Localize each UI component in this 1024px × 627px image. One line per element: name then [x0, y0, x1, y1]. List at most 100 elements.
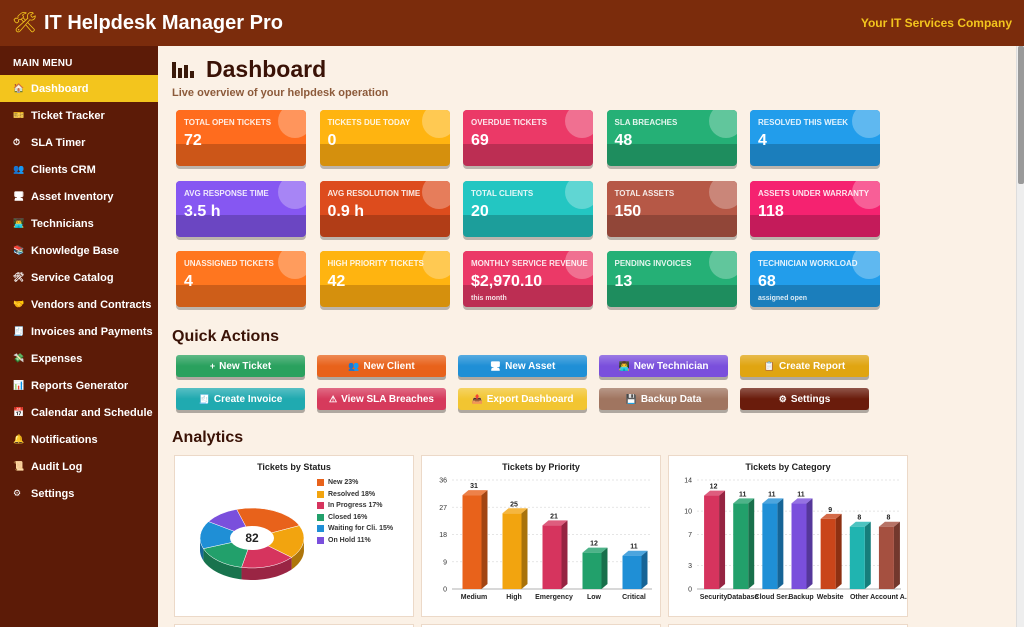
status-pie-chart: 82 — [199, 507, 305, 580]
service-catalog-icon: 🛠 — [13, 272, 25, 282]
kpi-card-avg-resolution-time[interactable]: Avg Resolution Time 0.9 h — [319, 180, 450, 237]
kpi-label: Total Clients — [471, 188, 534, 198]
sidebar-item-vendors-and-contracts[interactable]: 🤝 Vendors and Contracts — [0, 291, 158, 318]
sidebar-item-technicians[interactable]: 👨‍💻 Technicians — [0, 210, 158, 237]
create-report-button[interactable]: 📋 Create Report — [740, 355, 869, 377]
kpi-label: Overdue Tickets — [471, 118, 548, 127]
kpi-card-monthly-service-revenue[interactable]: Monthly Service Revenue $2,970.10 this mon… — [463, 251, 593, 307]
settings-button[interactable]: ⚙ Settings — [740, 388, 869, 410]
bar-top — [820, 513, 842, 519]
sidebar-item-knowledge-base[interactable]: 📚 Knowledge Base — [0, 237, 158, 264]
kpi-card-total-assets[interactable]: Total Assets 150 — [606, 180, 737, 237]
kpi-value: 48 — [614, 132, 633, 149]
kpi-card-tickets-due-today[interactable]: Tickets Due Today 0 — [319, 110, 450, 166]
bar-value-label: 21 — [550, 513, 558, 520]
card-decoration — [852, 251, 880, 279]
create-invoice-button[interactable]: 🧾 Create Invoice — [176, 388, 305, 410]
sidebar-item-calendar-and-schedule[interactable]: 📅 Calendar and Schedule — [0, 399, 158, 426]
kpi-card-sla-breaches[interactable]: SLA Breaches 48 — [606, 110, 737, 166]
sidebar-item-asset-inventory[interactable]: 🖥 Asset Inventory — [0, 183, 158, 210]
kpi-card-assets-under-warranty[interactable]: Assets Under Warranty 118 — [750, 180, 880, 237]
kpi-card-total-clients[interactable]: Total Clients 20 — [463, 180, 593, 237]
sidebar-item-expenses[interactable]: 💸 Expenses — [0, 345, 158, 372]
kpi-note: this month — [471, 295, 507, 302]
expenses-icon: 💸 — [13, 353, 25, 363]
sidebar-item-settings[interactable]: ⚙ Settings — [0, 480, 158, 507]
lower-card — [174, 624, 414, 627]
kpi-card-avg-response-time[interactable]: Avg Response Time 3.5 h — [176, 180, 306, 237]
bar-value-label: 8 — [857, 515, 861, 522]
status-chart-card: Tickets by Status 82 New 23% Resolved 18%… — [174, 455, 414, 617]
kpi-card-total-open-tickets[interactable]: Total Open Tickets 72 — [176, 110, 306, 166]
legend-item-closed: Closed 16% — [317, 512, 393, 524]
bar-other — [849, 526, 865, 589]
bar-backup — [791, 503, 807, 589]
view-sla-breaches-icon: ⚠ — [329, 393, 338, 404]
sidebar-item-audit-log[interactable]: 📜 Audit Log — [0, 453, 158, 480]
sidebar-item-dashboard[interactable]: 🏠 Dashboard — [0, 75, 158, 102]
kpi-card-technician-workload[interactable]: Technician Workload 68 assigned open — [750, 251, 880, 307]
lower-card — [421, 624, 661, 627]
new-technician-button[interactable]: 👨‍💻 New Technician — [599, 355, 728, 377]
sidebar-item-label: Invoices and Payments — [31, 325, 153, 338]
kpi-value: 118 — [758, 202, 784, 220]
legend-label: In Progress 17% — [328, 502, 383, 510]
export-dashboard-button[interactable]: 📤 Export Dashboard — [458, 388, 587, 410]
bar-top — [849, 521, 871, 527]
pie-center-hole — [230, 526, 274, 550]
x-tick-label: Database — [727, 594, 758, 601]
vendors-and-contracts-icon: 🤝 — [13, 299, 25, 309]
lower-card — [668, 624, 908, 627]
button-label: Create Invoice — [213, 393, 283, 405]
sidebar-item-label: Vendors and Contracts — [31, 298, 152, 311]
sidebar-item-clients-crm[interactable]: 👥 Clients CRM — [0, 156, 158, 183]
kpi-value: 3.5 h — [184, 202, 221, 220]
y-tick-label: 10 — [684, 509, 692, 516]
sidebar-item-label: Expenses — [31, 352, 83, 365]
bar-emergency — [542, 525, 562, 589]
analytics-title: Analytics — [172, 429, 244, 446]
page-scrollbar[interactable] — [1016, 46, 1024, 627]
bar-value-label: 8 — [886, 515, 890, 522]
kpi-card-high-priority-tickets[interactable]: High Priority Tickets 42 — [319, 251, 450, 307]
card-decoration — [708, 180, 737, 209]
bar-value-label: 11 — [739, 491, 747, 498]
bar-top — [462, 490, 488, 496]
view-sla-breaches-button[interactable]: ⚠ View SLA Breaches — [317, 388, 446, 410]
sidebar-item-label: Calendar and Schedule — [31, 406, 153, 419]
bar-top — [704, 490, 726, 496]
kpi-value: 68 — [758, 273, 776, 290]
backup-data-button[interactable]: 💾 Backup Data — [599, 388, 728, 410]
sidebar-item-sla-timer[interactable]: ⏱ SLA Timer — [0, 129, 158, 156]
sidebar-item-ticket-tracker[interactable]: 🎫 Ticket Tracker — [0, 102, 158, 129]
kpi-card-unassigned-tickets[interactable]: Unassigned Tickets 4 — [176, 251, 306, 307]
kpi-note: assigned open — [758, 295, 808, 302]
kpi-value: 4 — [758, 132, 767, 149]
y-tick-label: 36 — [439, 478, 447, 485]
card-decoration — [565, 110, 593, 138]
sidebar-item-notifications[interactable]: 🔔 Notifications — [0, 426, 158, 453]
scrollbar-thumb[interactable] — [1018, 46, 1024, 184]
new-client-button[interactable]: 👥 New Client — [317, 355, 446, 377]
bar-value-label: 11 — [630, 544, 638, 551]
sidebar-item-service-catalog[interactable]: 🛠 Service Catalog — [0, 264, 158, 291]
new-ticket-button[interactable]: + New Ticket — [176, 355, 305, 377]
bar-critical — [622, 555, 642, 589]
y-tick-label: 9 — [443, 559, 447, 566]
kpi-card-overdue-tickets[interactable]: Overdue Tickets 69 — [463, 110, 593, 166]
kpi-label: Resolved This Week — [758, 118, 849, 127]
kpi-card-pending-invoices[interactable]: Pending Invoices 13 — [606, 251, 737, 307]
y-tick-label: 18 — [439, 532, 447, 539]
kpi-card-resolved-this-week[interactable]: Resolved This Week 4 — [750, 110, 880, 166]
bar-website — [820, 518, 836, 589]
kpi-label: Avg Response Time — [184, 188, 269, 198]
bar-top — [582, 547, 608, 553]
sidebar-item-invoices-and-payments[interactable]: 🧾 Invoices and Payments — [0, 318, 158, 345]
sidebar-item-reports-generator[interactable]: 📊 Reports Generator — [0, 372, 158, 399]
legend-item-waiting-for-cli: Waiting for Cli. 15% — [317, 523, 393, 535]
export-dashboard-icon: 📤 — [471, 393, 483, 404]
new-asset-button[interactable]: 🖥 New Asset — [458, 355, 587, 377]
priority-chart-title: Tickets by Priority — [502, 462, 580, 472]
app-title: IT Helpdesk Manager Pro — [44, 11, 283, 34]
legend-label: Closed 16% — [328, 513, 368, 521]
